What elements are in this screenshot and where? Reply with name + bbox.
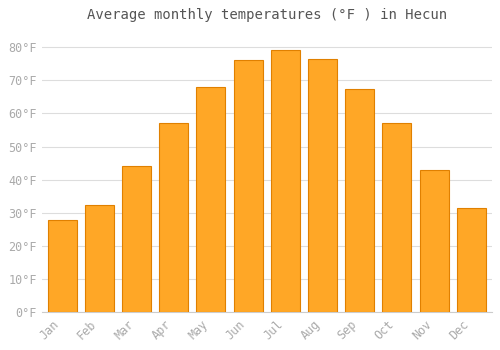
Bar [456,208,486,313]
Title: Average monthly temperatures (°F ) in Hecun: Average monthly temperatures (°F ) in He… [86,8,446,22]
Bar [382,123,412,313]
Bar [420,170,448,313]
Bar [308,59,337,313]
Bar [196,87,226,313]
Bar [271,50,300,313]
Bar [48,219,76,313]
Bar [122,167,151,313]
Bar [345,89,374,313]
Bar [234,60,262,313]
Bar [85,205,114,313]
Bar [159,123,188,313]
